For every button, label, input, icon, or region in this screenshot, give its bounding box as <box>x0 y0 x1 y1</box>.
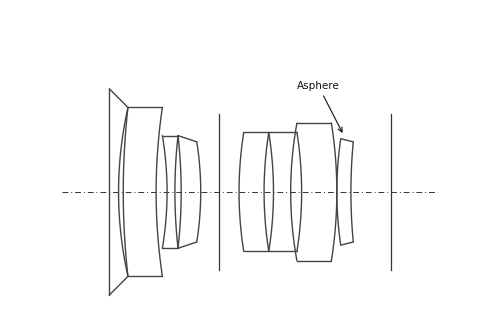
Text: Asphere: Asphere <box>297 81 342 132</box>
